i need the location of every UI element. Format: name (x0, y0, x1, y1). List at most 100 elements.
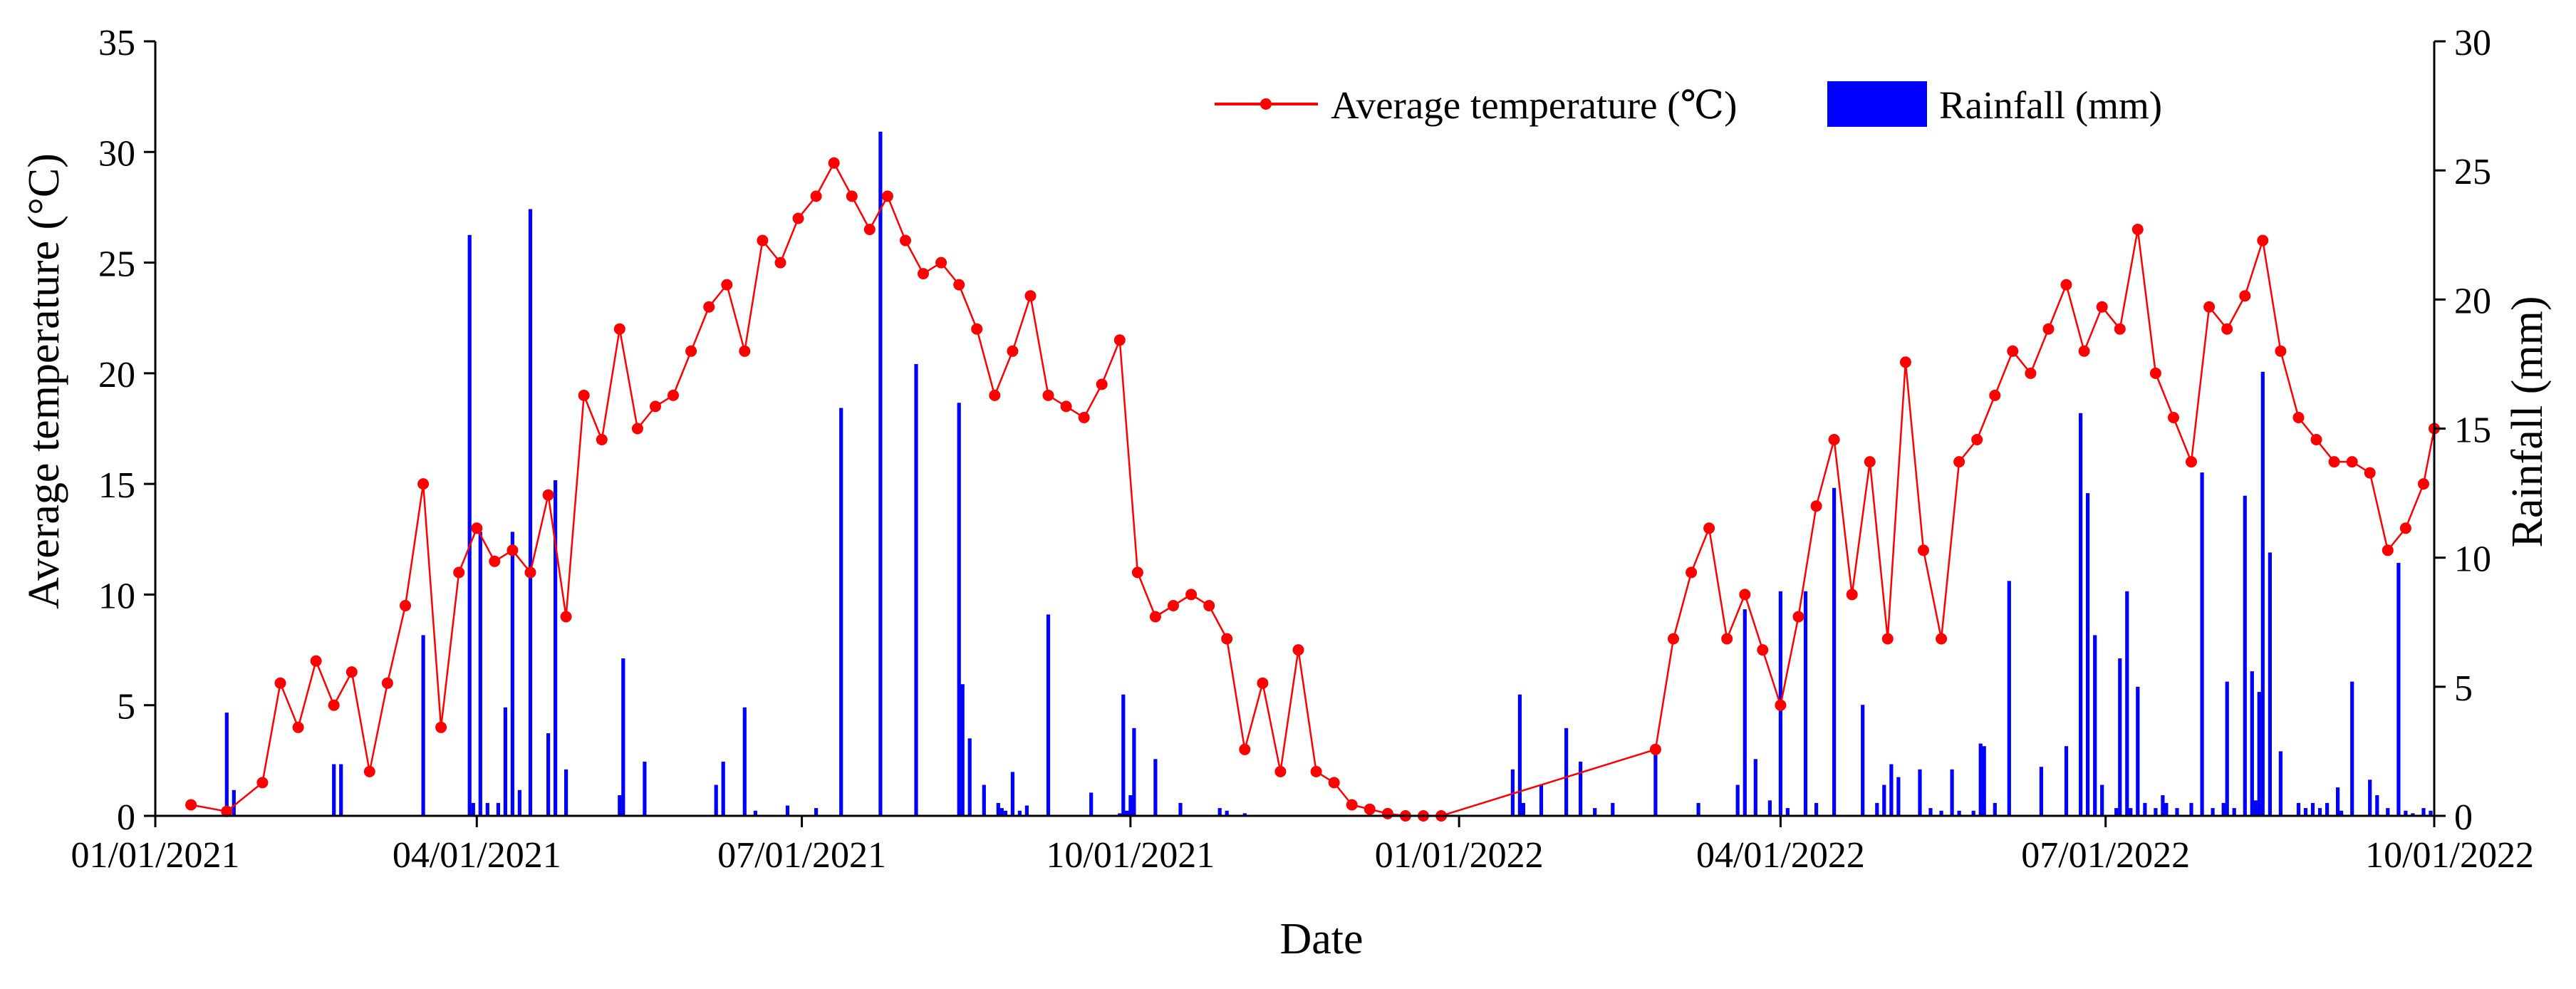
temperature-point (2364, 467, 2376, 479)
legend: Average temperature (℃) Rainfall (mm) (1215, 81, 2162, 127)
rainfall-bar (643, 761, 647, 816)
rainfall-bar (2211, 808, 2215, 816)
rainfall-bar (839, 408, 843, 816)
rainfall-bar (485, 802, 489, 816)
plot-frame (154, 41, 2436, 817)
x-tick-label: 07/01/2021 (717, 835, 886, 876)
temperature-point (2203, 301, 2216, 313)
rainfall-bar (2154, 808, 2158, 816)
rainfall-bar (2175, 808, 2179, 816)
axis-ticks: 0 5 10 15 20 25 30 35 0 5 10 15 20 25 30 01/01/2021 04/0… (71, 23, 2534, 876)
y-right-tick-label: 0 (2454, 797, 2473, 838)
rainfall-bar (2007, 581, 2011, 816)
temperature-point (2060, 279, 2072, 291)
rainfall-bar (1939, 810, 1943, 816)
rainfall-bar (999, 808, 1004, 816)
rainfall-bar (2268, 552, 2272, 816)
temperature-point (400, 600, 411, 611)
y-axis-right-title: Rainfall (mm) (2503, 296, 2552, 548)
temperature-point (900, 234, 911, 247)
temperature-point (1346, 799, 1358, 811)
rainfall-bar (517, 789, 521, 816)
rainfall-bar (914, 363, 918, 816)
rainfall-bar (2079, 413, 2083, 816)
rainfall-bar (753, 810, 757, 816)
temperature-point (828, 157, 840, 169)
rainfall-bar (1539, 785, 1544, 816)
temperature-point (2114, 323, 2126, 335)
rainfall-bar (2250, 671, 2254, 816)
temperature-point (810, 190, 822, 202)
temperature-point (1257, 677, 1269, 689)
temperature-point (1668, 633, 1679, 645)
rainfall-bar (721, 761, 725, 816)
temperature-point (346, 666, 358, 678)
rainfall-bar (1882, 785, 1886, 816)
temperature-point (471, 522, 483, 534)
temperature-point (1060, 400, 1072, 413)
y-left-tick-label: 25 (98, 244, 135, 285)
temperature-series-line (190, 161, 2436, 817)
rainfall-bar (1803, 591, 1808, 816)
temperature-point (1203, 600, 1215, 611)
rainfall-bar (1971, 810, 1975, 816)
temperature-point (668, 389, 679, 401)
rainfall-bar (2164, 802, 2169, 816)
rainfall-bar (1889, 764, 1894, 816)
temperature-point (846, 190, 858, 202)
temperature-point (2346, 456, 2358, 468)
rainfall-bar (1128, 795, 1133, 816)
legend-temperature-marker (1260, 98, 1272, 110)
legend-rainfall-swatch (1827, 81, 1927, 127)
temperature-point (1221, 633, 1233, 645)
x-tick-label: 10/01/2021 (1046, 835, 1215, 876)
rainfall-bar (1217, 808, 1222, 816)
rainfall-bar (1003, 810, 1007, 816)
rainfall-bar (1696, 802, 1700, 816)
rainfall-bar (2396, 562, 2401, 816)
rainfall-bar (2114, 808, 2119, 816)
rainfall-bar (621, 658, 625, 816)
temperature-point (1185, 589, 1198, 601)
temperature-point (363, 765, 375, 777)
temperature-point (381, 677, 393, 689)
temperature-point (1292, 644, 1304, 656)
rainfall-bar (546, 733, 551, 816)
y-right-tick-label: 30 (2454, 23, 2491, 63)
rainfall-bar (1653, 746, 1658, 816)
temperature-point (1149, 611, 1161, 623)
rainfall-bar (2189, 802, 2193, 816)
rainfall-bar (2350, 681, 2354, 816)
temperature-point (524, 566, 536, 579)
rainfall-bar (1814, 802, 1819, 816)
temperature-point (774, 257, 786, 269)
rainfall-bar (2125, 591, 2129, 816)
temperature-point (971, 323, 983, 335)
rainfall-bar (2278, 751, 2282, 816)
temperature-point (274, 677, 286, 689)
rainfall-bar (1875, 802, 1879, 816)
rainfall-bar (2325, 802, 2330, 816)
temperature-point (1936, 633, 1948, 645)
rainfall-bar (1767, 800, 1772, 816)
rainfall-bar (1753, 759, 1757, 816)
rainfall-bar (2118, 658, 2122, 816)
x-tick-label: 04/01/2022 (1696, 835, 1865, 876)
temperature-point (578, 389, 590, 401)
rainfall-bar (2232, 808, 2236, 816)
temperature-point (1364, 803, 1376, 815)
rainfall-bar (2143, 802, 2147, 816)
rainfall-bar (714, 785, 718, 816)
rainfall-bar (2336, 787, 2340, 816)
rainfall-bar (2129, 808, 2133, 816)
temperature-point (757, 234, 769, 247)
rainfall-bar (496, 802, 500, 816)
rainfall-bar (618, 795, 622, 816)
y-left-tick-label: 30 (98, 133, 135, 174)
rainfall-bar (2253, 800, 2258, 816)
rainfall-bar (1017, 810, 1022, 816)
rainfall-bar (1928, 808, 1933, 816)
temperature-point (1078, 412, 1090, 423)
y-left-tick-label: 20 (98, 355, 135, 395)
rainfall-bar (1089, 792, 1094, 816)
